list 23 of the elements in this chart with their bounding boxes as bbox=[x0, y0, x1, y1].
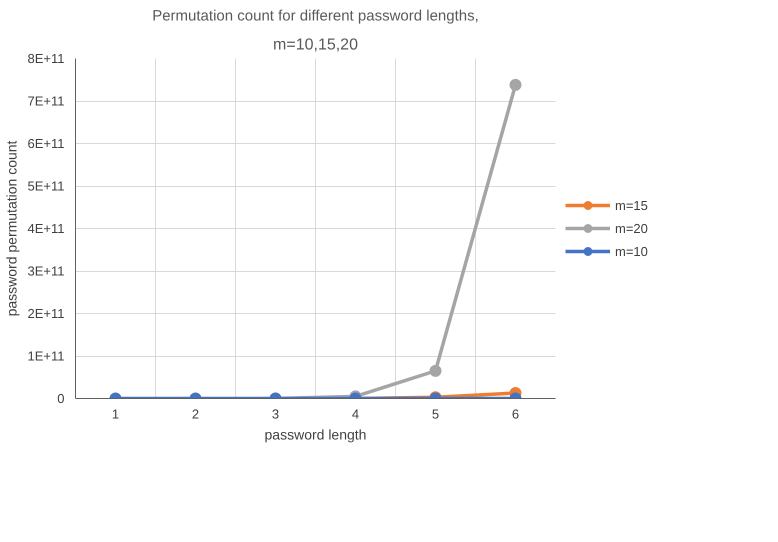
y-tick-label: 1E+11 bbox=[28, 348, 65, 364]
y-tick-label: 2E+11 bbox=[28, 306, 65, 321]
y-axis-title: password permutation count bbox=[4, 140, 20, 316]
chart-subtitle: m=10,15,20 bbox=[273, 36, 358, 54]
legend-label: m=20 bbox=[615, 220, 648, 236]
x-tick-label: 3 bbox=[272, 406, 280, 422]
x-tick-label: 4 bbox=[352, 406, 360, 422]
x-tick-label: 6 bbox=[512, 406, 520, 422]
y-tick-label: 0 bbox=[57, 391, 65, 406]
point bbox=[510, 78, 522, 91]
chart-title: Permutation count for different password lengths, bbox=[152, 8, 479, 24]
x-tick-label: 1 bbox=[112, 406, 120, 422]
x-axis-title: password length bbox=[264, 426, 366, 442]
y-tick-label: 8E+11 bbox=[28, 51, 65, 66]
x-tick-label: 2 bbox=[192, 406, 200, 422]
legend-label: m=15 bbox=[615, 198, 648, 212]
y-tick-label: 3E+11 bbox=[28, 264, 65, 278]
y-tick-label: 4E+11 bbox=[28, 221, 65, 236]
x-tick-label: 5 bbox=[432, 406, 440, 422]
y-tick-label: 6E+11 bbox=[28, 136, 65, 151]
y-tick-label: 7E+11 bbox=[28, 94, 65, 108]
legend-label: m=10 bbox=[615, 244, 648, 258]
y-tick-label: 5E+11 bbox=[28, 178, 65, 194]
